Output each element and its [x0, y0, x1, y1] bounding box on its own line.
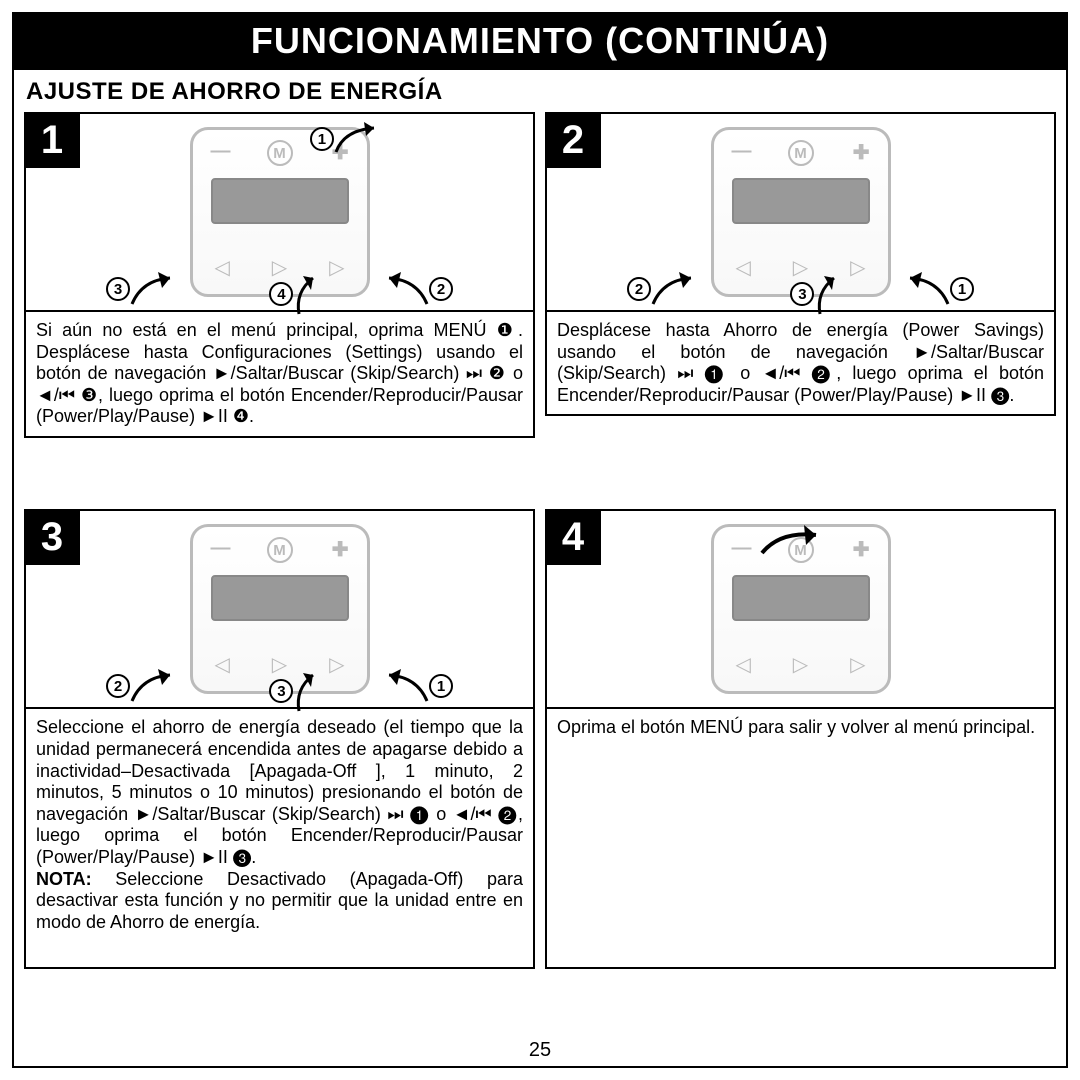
step-2-badge: 2	[545, 112, 601, 168]
device-screen	[211, 178, 349, 224]
minus-icon: —	[211, 140, 231, 163]
step-3-note: Seleccione Desactivado (Apagada-Off) par…	[36, 869, 523, 932]
callout-arrow	[760, 525, 830, 559]
callout-bubble: 2	[429, 277, 453, 301]
step-4-text: Oprima el botón MENÚ para salir y volver…	[545, 709, 1056, 969]
device-screen	[732, 575, 870, 621]
callout-arrow: 2	[379, 270, 453, 308]
callout-arrow: 1	[310, 122, 384, 156]
next-icon: ▷	[850, 652, 865, 677]
prev-icon: ◁	[215, 255, 230, 280]
note-label: NOTA:	[36, 869, 92, 889]
menu-button-icon: M	[267, 537, 293, 563]
step-1-text: Si aún no está en el menú principal, opr…	[24, 312, 535, 438]
prev-icon: ◁	[736, 255, 751, 280]
callout-bubble: 2	[627, 277, 651, 301]
section-subtitle: AJUSTE DE AHORRO DE ENERGÍA	[14, 70, 1066, 112]
step-4-badge: 4	[545, 509, 601, 565]
callout-bubble: 3	[790, 282, 814, 306]
callout-bubble: 1	[950, 277, 974, 301]
callout-bubble: 1	[429, 674, 453, 698]
callout-bubble: 1	[310, 127, 334, 151]
callout-arrow: 3	[790, 272, 850, 316]
minus-icon: —	[732, 537, 752, 560]
steps-grid: 1 — M ✚ ◁ ▷ ▷ 1 2	[14, 112, 1066, 1037]
step-1-badge: 1	[24, 112, 80, 168]
callout-arrow: 3	[269, 669, 329, 713]
callout-arrow: 2	[106, 667, 180, 705]
step-1-figure: 1 — M ✚ ◁ ▷ ▷ 1 2	[24, 112, 535, 312]
menu-button-icon: M	[267, 140, 293, 166]
callout-bubble: 3	[106, 277, 130, 301]
step-3-body: Seleccione el ahorro de energía deseado …	[36, 717, 523, 867]
step-2-figure: 2 — M ✚ ◁ ▷ ▷ 1 2	[545, 112, 1056, 312]
step-3-badge: 3	[24, 509, 80, 565]
plus-icon: ✚	[853, 537, 870, 562]
next-icon: ▷	[329, 255, 344, 280]
prev-icon: ◁	[215, 652, 230, 677]
device-screen	[732, 178, 870, 224]
step-4-figure: 4 — M ✚ ◁ ▷ ▷	[545, 509, 1056, 709]
menu-button-icon: M	[788, 140, 814, 166]
step-3: 3 — M ✚ ◁ ▷ ▷ 1 2	[24, 509, 535, 1031]
callout-bubble: 4	[269, 282, 293, 306]
page-title: FUNCIONAMIENTO (CONTINÚA)	[14, 14, 1066, 70]
play-icon: ▷	[793, 652, 808, 677]
prev-icon: ◁	[736, 652, 751, 677]
callout-arrow: 1	[379, 667, 453, 705]
step-4: 4 — M ✚ ◁ ▷ ▷ Oprima el botón MENÚ para …	[545, 509, 1056, 1031]
step-2-text: Desplácese hasta Ahorro de energía (Powe…	[545, 312, 1056, 416]
next-icon: ▷	[850, 255, 865, 280]
minus-icon: —	[732, 140, 752, 163]
callout-bubble: 2	[106, 674, 130, 698]
manual-page: FUNCIONAMIENTO (CONTINÚA) AJUSTE DE AHOR…	[12, 12, 1068, 1068]
step-3-figure: 3 — M ✚ ◁ ▷ ▷ 1 2	[24, 509, 535, 709]
step-3-text: Seleccione el ahorro de energía deseado …	[24, 709, 535, 969]
callout-bubble: 3	[269, 679, 293, 703]
next-icon: ▷	[329, 652, 344, 677]
step-2: 2 — M ✚ ◁ ▷ ▷ 1 2	[545, 112, 1056, 499]
plus-icon: ✚	[853, 140, 870, 165]
callout-arrow: 3	[106, 270, 180, 308]
callout-arrow: 4	[269, 272, 329, 316]
page-number: 25	[14, 1037, 1066, 1066]
device-screen	[211, 575, 349, 621]
callout-arrow: 2	[627, 270, 701, 308]
callout-arrow: 1	[900, 270, 974, 308]
minus-icon: —	[211, 537, 231, 560]
plus-icon: ✚	[332, 537, 349, 562]
step-1: 1 — M ✚ ◁ ▷ ▷ 1 2	[24, 112, 535, 499]
